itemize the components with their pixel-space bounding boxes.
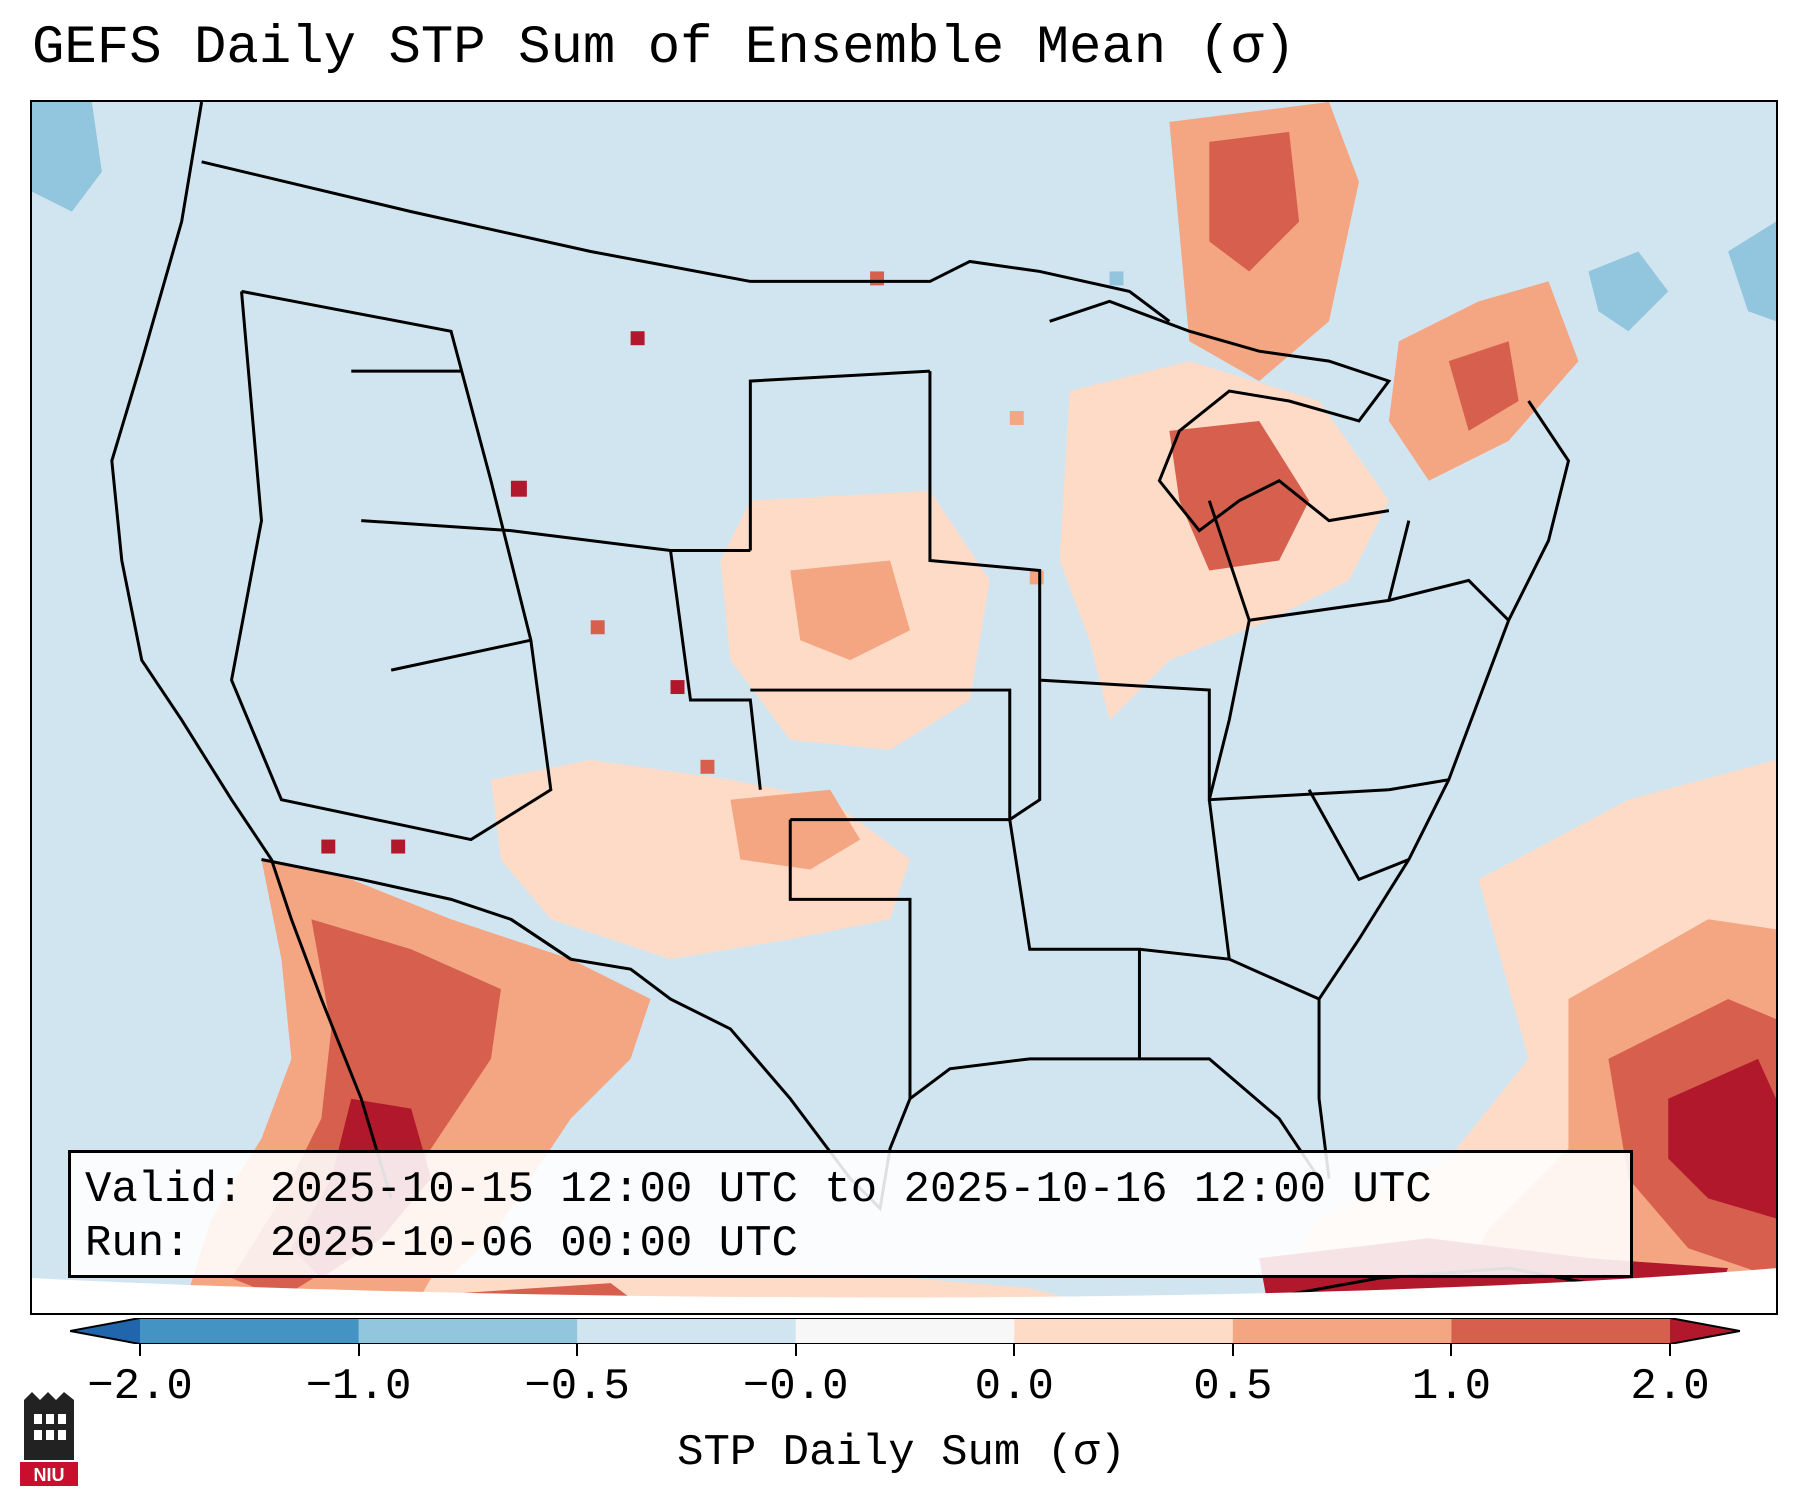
colorbar-extend-low — [70, 1318, 140, 1344]
state-lines-east — [1207, 500, 1510, 882]
valid-text: 2025-10-15 12:00 UTC to 2025-10-16 12:00… — [269, 1165, 1432, 1215]
colorbar-tick-label: 0.5 — [1193, 1362, 1273, 1412]
great-lakes — [1049, 299, 1392, 533]
colorbar — [70, 1318, 1740, 1344]
colorbar-tickmark — [357, 1344, 360, 1356]
anomaly-ontario-core — [1209, 131, 1300, 272]
colorbar-tick-label: −1.0 — [305, 1362, 412, 1412]
colorbar-segment — [1014, 1318, 1234, 1344]
colorbar-extend-high — [1670, 1318, 1740, 1344]
run-label: Run: — [85, 1219, 191, 1269]
coastline-west — [110, 102, 393, 1199]
colorbar-tickmark — [576, 1344, 579, 1356]
colorbar-tickmark — [1450, 1344, 1453, 1356]
colorbar-tick-label: −0.5 — [524, 1362, 630, 1412]
colorbar-tickmark — [1669, 1344, 1671, 1356]
stp-anomaly-field — [32, 102, 1776, 1313]
colorbar-tick-label: 1.0 — [1411, 1362, 1492, 1412]
run-text: 2025-10-06 00:00 UTC — [269, 1219, 798, 1269]
chart-title: GEFS Daily STP Sum of Ensemble Mean (σ) — [32, 18, 1296, 79]
colorbar-tickmark — [1231, 1344, 1234, 1356]
colorbar-tickmark — [139, 1344, 141, 1356]
us-mexico-border — [261, 858, 572, 961]
state-lines-central — [750, 371, 1389, 1099]
colorbar-segment — [795, 1318, 1015, 1344]
info-box: Valid: 2025-10-15 12:00 UTC to 2025-10-1… — [68, 1150, 1633, 1278]
colorbar-segment — [358, 1318, 578, 1344]
colorbar-label: STP Daily Sum (σ) — [677, 1428, 1126, 1478]
colorbar-segment — [140, 1318, 360, 1344]
niu-logo-icon: NIU — [20, 1392, 78, 1486]
anomaly-eastern-canada — [1588, 251, 1669, 332]
anomaly-bahamas-peak — [1668, 1058, 1776, 1219]
colorbar-segment — [1232, 1318, 1452, 1344]
colorbar-tick-label: −2.0 — [87, 1362, 193, 1412]
colorbar-segment — [577, 1318, 797, 1344]
anomaly-pacific-nw — [32, 102, 102, 212]
anomaly-labrador — [1728, 221, 1776, 322]
colorbar-tick-label: −0.0 — [742, 1362, 849, 1412]
boundaries — [110, 102, 1729, 1313]
anomaly-oklahoma — [730, 789, 861, 870]
valid-label: Valid: — [85, 1165, 244, 1215]
projection-edge — [32, 1268, 1776, 1313]
colorbar-tick-label: 0.0 — [974, 1362, 1054, 1412]
us-canada-border — [201, 160, 1171, 323]
colorbar-tick-label: 2.0 — [1630, 1362, 1710, 1412]
colorbar-tickmark — [794, 1344, 797, 1356]
anomaly-quebec-core — [1448, 341, 1519, 431]
anomaly-central-plains-core — [790, 560, 910, 661]
colorbar-tickmark — [1013, 1344, 1016, 1356]
stp-map — [32, 102, 1776, 1313]
anomaly-southern-plains — [490, 759, 910, 960]
colorbar-segment — [1451, 1318, 1671, 1344]
map-panel — [30, 100, 1778, 1315]
state-lines-west — [229, 289, 931, 842]
logo-text: NIU — [34, 1465, 65, 1485]
anomaly-michigan — [1169, 420, 1310, 571]
